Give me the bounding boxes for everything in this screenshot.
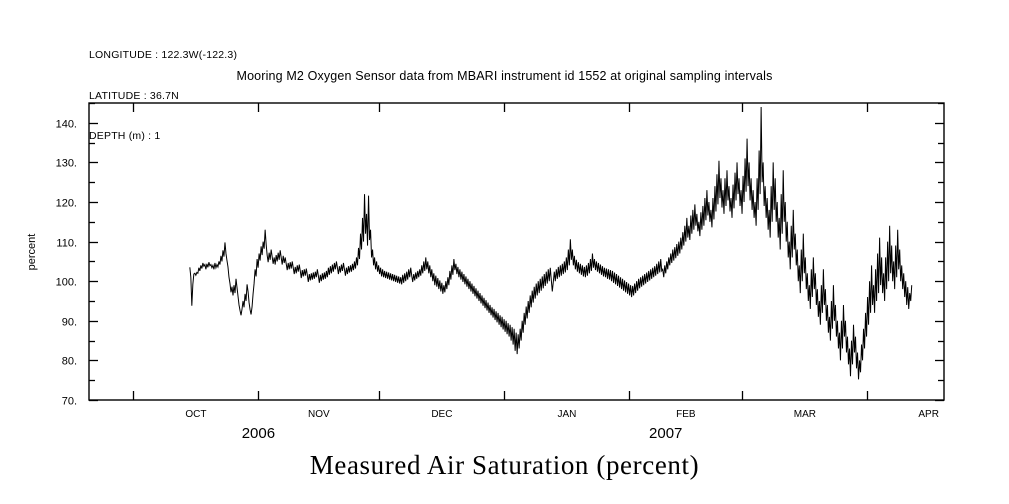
x-tick-label: MAR [794,409,816,420]
y-tick-label: 110. [56,238,77,250]
longitude-text: LONGITUDE : 122.3W(-122.3) [89,49,238,61]
y-tick-label: 80. [62,356,77,368]
plot-frame [88,102,945,401]
x-year-label: 2006 [242,425,275,442]
latitude-text: LATITUDE : 36.7N [89,89,179,102]
y-tick-label: 90. [62,317,77,329]
x-year-label: 2007 [649,425,682,442]
y-tick-label: 100. [56,277,77,289]
figure-caption: Measured Air Saturation (percent) [309,450,700,480]
x-tick-label: JAN [557,409,576,420]
y-tick-label: 70. [62,396,77,408]
x-tick-label: OCT [185,409,206,420]
data-series-line [189,106,913,380]
depth-text: DEPTH (m) : 1 [89,130,161,142]
x-tick-label: FEB [676,409,696,420]
x-tick-label: DEC [431,409,452,420]
y-tick-label: 140. [56,119,77,131]
x-tick-label: APR [918,409,939,420]
x-tick-label: NOV [308,409,330,420]
y-tick-label: 120. [56,198,77,210]
y-tick-label: 130. [56,158,77,170]
chart-title: Mooring M2 Oxygen Sensor data from MBARI… [236,69,773,83]
station-metadata: LONGITUDE : 122.3W(-122.3) LATITUDE : 36… [89,22,237,157]
